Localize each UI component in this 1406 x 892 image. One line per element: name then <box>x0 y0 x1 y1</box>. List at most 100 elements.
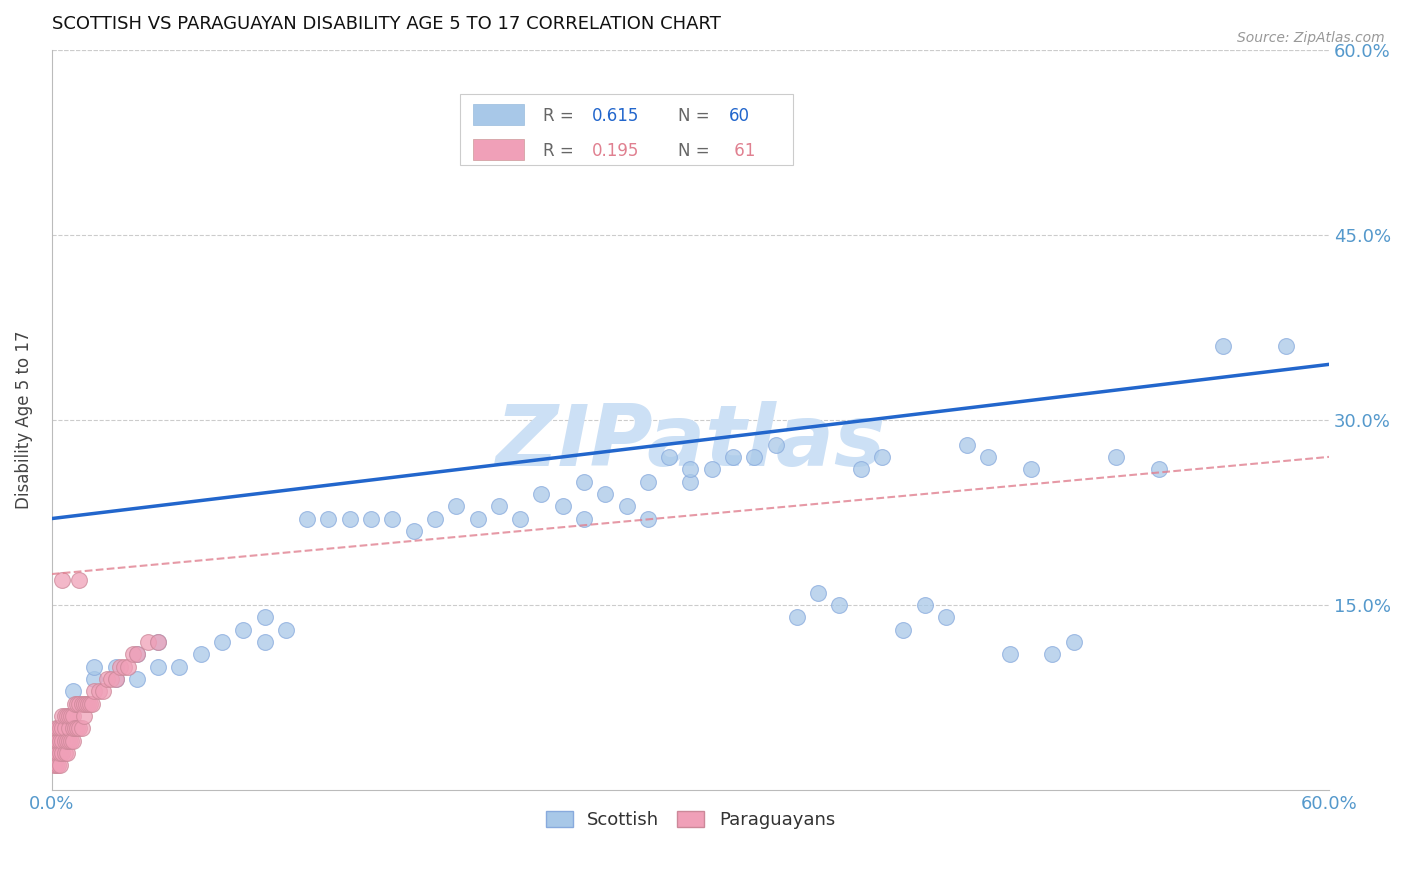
Point <box>91 684 114 698</box>
Point <box>572 511 595 525</box>
Point <box>765 437 787 451</box>
Point <box>49 758 72 772</box>
Point <box>828 598 851 612</box>
Text: ZIPatlas: ZIPatlas <box>495 401 886 483</box>
Point <box>136 635 159 649</box>
Point <box>1275 339 1298 353</box>
Text: R =: R = <box>544 107 579 125</box>
Point <box>45 746 67 760</box>
Point <box>637 475 659 489</box>
Point <box>49 746 72 760</box>
Point <box>679 475 702 489</box>
Point <box>83 684 105 698</box>
Point <box>42 758 65 772</box>
Point <box>67 697 90 711</box>
Point <box>232 623 254 637</box>
Point <box>82 697 104 711</box>
Point <box>58 721 80 735</box>
Point <box>100 672 122 686</box>
Point <box>45 733 67 747</box>
Point <box>360 511 382 525</box>
Point <box>190 647 212 661</box>
Point <box>807 585 830 599</box>
Text: 61: 61 <box>728 143 755 161</box>
Point <box>121 647 143 661</box>
Point <box>104 659 127 673</box>
Point <box>423 511 446 525</box>
Point <box>742 450 765 464</box>
Point <box>79 697 101 711</box>
Point <box>83 659 105 673</box>
Point <box>51 709 73 723</box>
Point <box>253 610 276 624</box>
Point <box>62 721 84 735</box>
Point <box>721 450 744 464</box>
Point <box>70 721 93 735</box>
Point <box>786 610 808 624</box>
Point <box>83 672 105 686</box>
Point <box>117 659 139 673</box>
Point <box>1040 647 1063 661</box>
Text: 0.195: 0.195 <box>592 143 640 161</box>
Point <box>51 721 73 735</box>
Point <box>73 697 96 711</box>
Point <box>509 511 531 525</box>
Point <box>593 487 616 501</box>
Text: Source: ZipAtlas.com: Source: ZipAtlas.com <box>1237 31 1385 45</box>
Point <box>75 697 97 711</box>
Point <box>148 659 170 673</box>
Point <box>53 733 76 747</box>
Point <box>467 511 489 525</box>
Point <box>381 511 404 525</box>
Point <box>51 746 73 760</box>
Point <box>108 659 131 673</box>
Point <box>1063 635 1085 649</box>
Point <box>637 511 659 525</box>
Point <box>444 500 467 514</box>
Point <box>253 635 276 649</box>
Point <box>66 721 89 735</box>
Point <box>125 647 148 661</box>
Point <box>77 697 100 711</box>
Point <box>998 647 1021 661</box>
Point <box>211 635 233 649</box>
Point <box>112 659 135 673</box>
Text: 0.615: 0.615 <box>592 107 640 125</box>
Point <box>59 733 82 747</box>
Point <box>70 697 93 711</box>
Point <box>58 733 80 747</box>
Point <box>956 437 979 451</box>
Point <box>870 450 893 464</box>
Point <box>935 610 957 624</box>
Point <box>66 697 89 711</box>
Point <box>67 721 90 735</box>
Point <box>616 500 638 514</box>
Point <box>339 511 361 525</box>
Point <box>46 733 69 747</box>
Point <box>59 709 82 723</box>
Point <box>637 141 659 155</box>
Point <box>1212 339 1234 353</box>
Point <box>572 475 595 489</box>
Point <box>45 758 67 772</box>
Point <box>46 746 69 760</box>
Point <box>49 733 72 747</box>
Point <box>104 672 127 686</box>
Point <box>125 672 148 686</box>
FancyBboxPatch shape <box>474 139 524 161</box>
FancyBboxPatch shape <box>474 104 524 125</box>
Point <box>679 462 702 476</box>
Point <box>53 721 76 735</box>
Point <box>55 746 77 760</box>
Point <box>49 721 72 735</box>
Point <box>53 746 76 760</box>
Point <box>73 709 96 723</box>
Point <box>51 733 73 747</box>
Point <box>1147 462 1170 476</box>
Point <box>104 672 127 686</box>
Point <box>46 721 69 735</box>
Point <box>148 635 170 649</box>
Text: N =: N = <box>678 143 714 161</box>
Point <box>700 462 723 476</box>
Point <box>1019 462 1042 476</box>
